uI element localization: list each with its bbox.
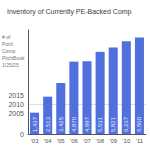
svg-text:'07: '07 bbox=[83, 138, 91, 144]
svg-text:Comp.: Comp. bbox=[2, 48, 17, 54]
svg-text:6,237: 6,237 bbox=[123, 116, 129, 132]
svg-text:0: 0 bbox=[20, 131, 24, 138]
svg-text:Inventory of Currently PE-Back: Inventory of Currently PE-Backed Comp bbox=[7, 8, 132, 16]
svg-text:'04: '04 bbox=[44, 138, 52, 144]
svg-text:Portf.: Portf. bbox=[2, 41, 14, 47]
svg-text:2,513: 2,513 bbox=[45, 116, 51, 132]
svg-text:1/25/25: 1/25/25 bbox=[2, 62, 19, 68]
svg-text:PitchBook: PitchBook bbox=[2, 55, 25, 61]
svg-text:4,870: 4,870 bbox=[71, 116, 77, 132]
svg-text:5,531: 5,531 bbox=[97, 116, 103, 132]
svg-text:3,425: 3,425 bbox=[58, 116, 64, 132]
svg-text:'10: '10 bbox=[122, 138, 130, 144]
svg-text:1,437: 1,437 bbox=[32, 116, 38, 132]
svg-text:2010: 2010 bbox=[8, 101, 24, 108]
svg-text:6,500: 6,500 bbox=[136, 116, 142, 132]
svg-text:5,821: 5,821 bbox=[110, 116, 116, 132]
svg-text:2015: 2015 bbox=[8, 92, 24, 99]
svg-text:4,897: 4,897 bbox=[84, 116, 90, 132]
svg-text:'11: '11 bbox=[136, 138, 144, 144]
svg-text:# of: # of bbox=[2, 34, 11, 40]
svg-text:2005: 2005 bbox=[8, 110, 24, 117]
svg-text:'06: '06 bbox=[70, 138, 78, 144]
svg-text:'08: '08 bbox=[96, 138, 104, 144]
svg-text:'09: '09 bbox=[109, 138, 117, 144]
svg-text:'05: '05 bbox=[57, 138, 65, 144]
svg-text:'03: '03 bbox=[31, 138, 39, 144]
